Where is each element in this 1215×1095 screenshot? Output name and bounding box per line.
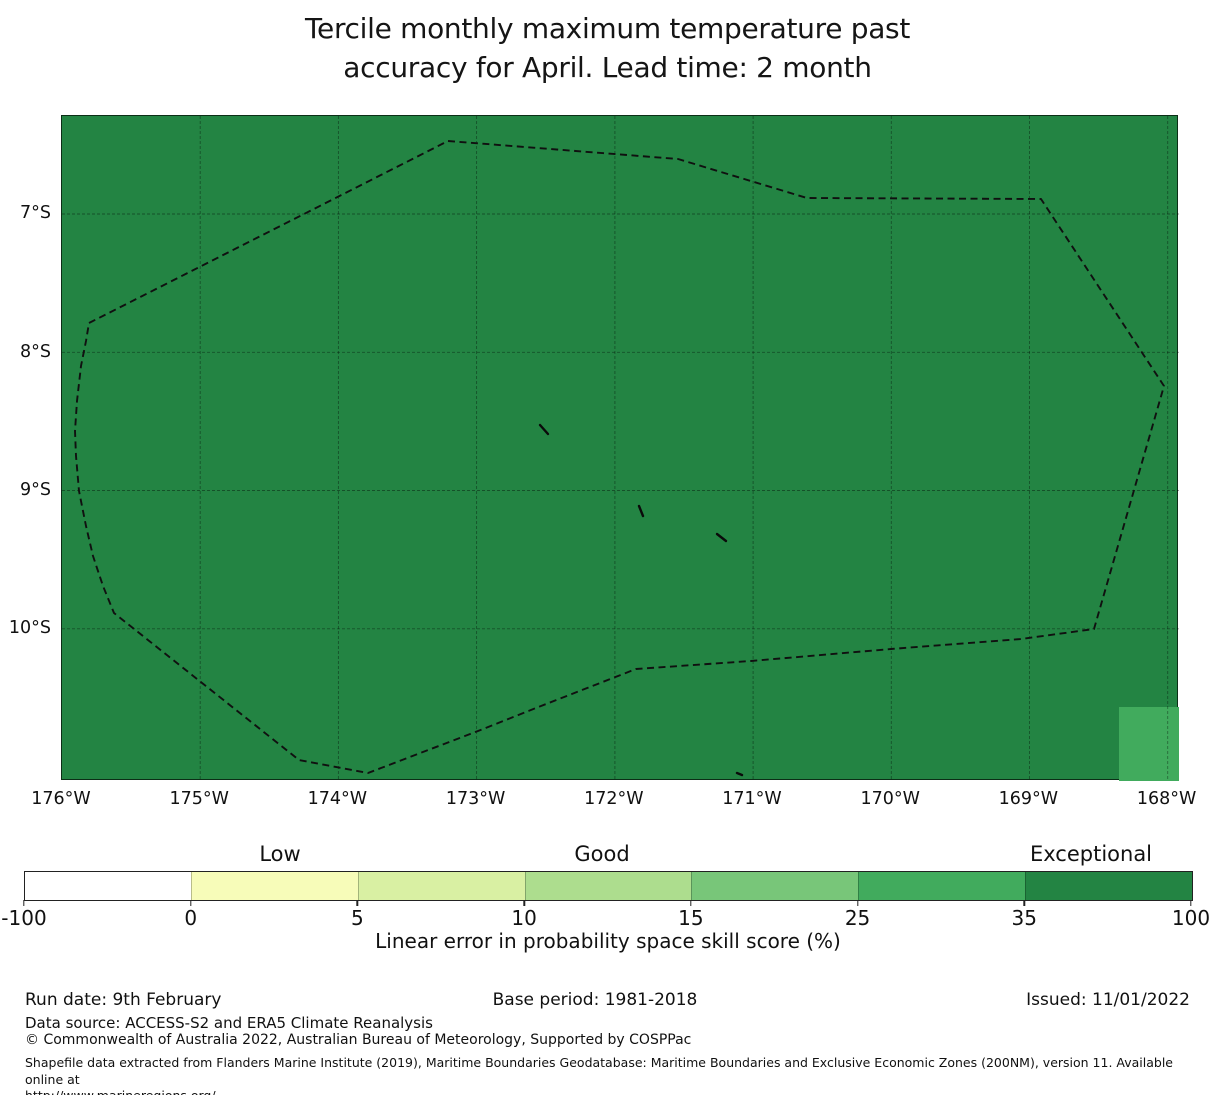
colorbar-category-good: Good [574,842,630,866]
colorbar-segment [524,872,692,900]
lower-skill-cell [1119,707,1179,781]
island-mark [637,504,645,518]
x-tick-label: 168°W [1136,789,1197,809]
eez-boundary [74,140,1165,774]
y-tick-label: 7°S [20,203,51,223]
colorbar-tick-label: 0 [184,906,198,930]
colorbar-axis-label: Linear error in probability space skill … [375,929,841,953]
issued-date-text: Issued: 11/01/2022 [1026,990,1190,1010]
x-tick-label: 173°W [445,789,506,809]
colorbar-tick-mark [23,900,25,906]
colorbar-tick-mark [1190,900,1192,906]
chart-title-line-1: Tercile monthly maximum temperature past [304,12,911,45]
colorbar-category-low: Low [259,842,301,866]
colorbar-segment [190,872,358,900]
colorbar [24,871,1193,901]
colorbar-tick-label: 25 [844,906,871,930]
chart-title: Tercile monthly maximum temperature past… [0,9,1215,87]
base-period-text: Base period: 1981-2018 [492,990,698,1010]
x-tick-label: 175°W [169,789,229,809]
colorbar-category-exceptional: Exceptional [1029,842,1153,866]
island-mark [715,532,728,543]
shapefile-attribution-line-2: http://www.marineregions.org/. [25,1088,1200,1095]
colorbar-segment [858,872,1026,900]
x-tick-label: 174°W [307,789,368,809]
colorbar-segment [25,872,191,900]
shapefile-attribution-line-1: Shapefile data extracted from Flanders M… [25,1055,1173,1087]
run-date-text: Run date: 9th February [25,990,222,1010]
colorbar-tick-mark [523,900,525,906]
x-tick-label: 172°W [584,789,644,809]
colorbar-tick-mark [190,900,192,906]
shapefile-attribution-text: Shapefile data extracted from Flanders M… [25,1055,1200,1095]
x-tick-label: 170°W [860,789,920,809]
colorbar-tick-label: -100 [1,906,47,930]
colorbar-segment [1025,872,1193,900]
y-tick-label: 10°S [8,618,51,638]
colorbar-segment [691,872,859,900]
colorbar-tick-mark [356,900,359,906]
island-mark [735,771,744,777]
colorbar-tick-label: 5 [351,906,364,930]
data-source-text: Data source: ACCESS-S2 and ERA5 Climate … [25,1014,433,1032]
map-svg [62,116,1179,781]
map-area [61,115,1179,781]
colorbar-tick-mark [856,900,859,906]
x-tick-label: 169°W [998,789,1059,809]
x-tick-label: 176°W [31,789,91,809]
x-tick-label: 171°W [722,789,782,809]
colorbar-tick-label: 15 [678,906,704,930]
y-tick-label: 9°S [20,480,51,500]
y-tick-label: 8°S [20,342,51,362]
island-mark [538,423,550,436]
colorbar-tick-label: 35 [1011,906,1038,930]
colorbar-tick-mark [690,900,692,906]
colorbar-tick-label: 100 [1171,906,1211,930]
copyright-text: © Commonwealth of Australia 2022, Austra… [25,1032,692,1048]
chart-title-line-2: accuracy for April. Lead time: 2 month [343,51,872,84]
colorbar-tick-mark [1023,900,1025,906]
colorbar-tick-label: 10 [511,906,537,930]
colorbar-segment [357,872,525,900]
